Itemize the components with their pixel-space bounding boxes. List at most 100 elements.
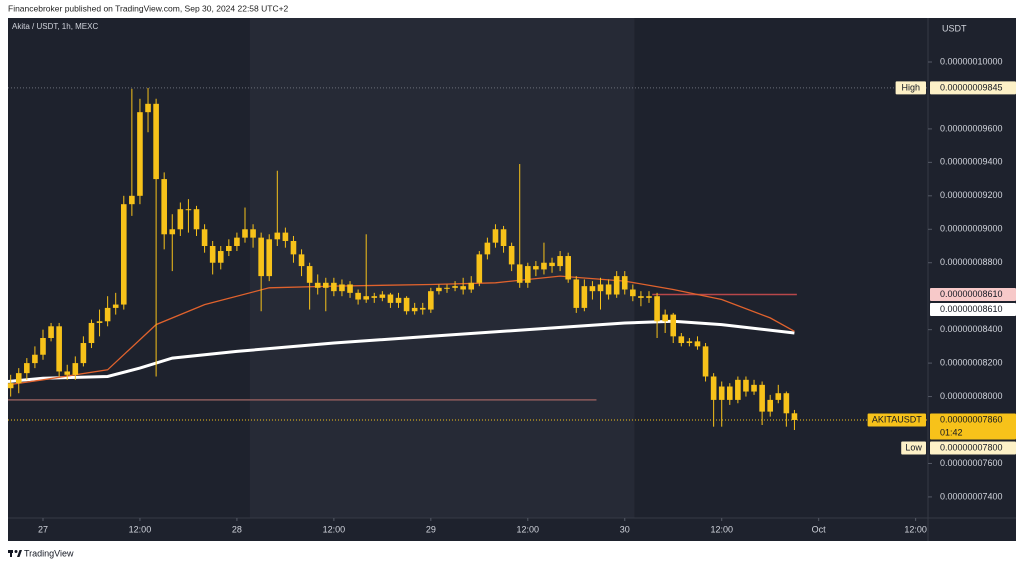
y-tick-label: 0.00000009400: [940, 157, 1003, 167]
candle-body: [177, 209, 184, 230]
candle-body: [387, 294, 394, 303]
candle-body: [226, 246, 232, 252]
candle-body: [783, 393, 790, 414]
candle: [791, 409, 798, 431]
candle-body: [743, 379, 749, 392]
candle: [581, 279, 588, 312]
candle: [508, 242, 515, 272]
candle-body: [72, 363, 79, 375]
candle-body: [767, 399, 773, 412]
candle-body: [193, 209, 200, 230]
y-tick-label: 0.00000009600: [940, 123, 1003, 133]
x-tick-label: 29: [426, 524, 436, 534]
candle: [605, 279, 612, 300]
candle: [355, 289, 361, 305]
candle: [322, 277, 329, 312]
candle-body: [201, 229, 208, 247]
candle-body: [80, 343, 87, 364]
candle-body: [654, 296, 660, 322]
candle-body: [468, 282, 475, 290]
candle: [290, 235, 297, 263]
candle: [387, 292, 394, 308]
candle: [282, 227, 289, 248]
price-tag-box: [930, 413, 1016, 440]
candle: [379, 291, 386, 302]
candle: [56, 322, 62, 377]
candle-body: [411, 307, 418, 312]
candle-body: [379, 294, 386, 298]
y-tick-label: 0.00000008200: [940, 357, 1003, 367]
price-tag-value: 0.00000008610: [940, 289, 1003, 299]
candle: [718, 381, 725, 427]
candle-body: [726, 386, 733, 400]
candle-body: [444, 287, 450, 289]
candle-body: [274, 232, 281, 240]
y-tick-label: 0.00000008000: [940, 391, 1003, 401]
candle-body: [15, 373, 22, 384]
candle: [500, 225, 507, 253]
candle-body: [686, 341, 693, 344]
candle: [759, 381, 765, 425]
x-tick-label: 27: [38, 524, 48, 534]
candle: [48, 322, 54, 342]
candle-body: [266, 239, 273, 277]
candle-body: [185, 209, 192, 211]
candle: [209, 240, 216, 275]
price-tag-box: [930, 441, 1016, 455]
candle-body: [347, 284, 353, 293]
price-tag-box: [930, 81, 1016, 95]
candle: [129, 88, 135, 216]
candle: [258, 232, 264, 312]
candle-body: [589, 286, 596, 292]
candle: [524, 262, 531, 288]
candle-body: [605, 284, 612, 295]
candle-body: [476, 254, 483, 283]
candle: [371, 292, 378, 303]
candle: [112, 292, 119, 315]
y-tick-label: 0.00000009000: [940, 224, 1003, 234]
candle-body: [234, 237, 240, 247]
price-tag-box: [930, 303, 1016, 317]
candle-body: [120, 204, 127, 305]
y-tick-label: 0.00000009200: [940, 190, 1003, 200]
candle: [274, 170, 281, 247]
candle-body: [339, 284, 345, 292]
y-tick-label: 0.00000007400: [940, 491, 1003, 501]
candle-body: [646, 296, 652, 298]
candle: [64, 364, 71, 380]
price-tag-label-box: [901, 441, 926, 455]
candle-body: [153, 103, 159, 180]
candle-body: [242, 229, 248, 238]
candle: [541, 242, 547, 275]
candle-body: [217, 251, 224, 263]
y-tick-label: 0.00000010000: [940, 56, 1003, 66]
price-tag-value: 0.00000007860: [940, 415, 1003, 425]
symbol-title: Akita / USDT, 1h, MEXC: [12, 22, 98, 31]
candle-body: [662, 314, 668, 322]
candle: [266, 234, 273, 282]
candle: [735, 376, 741, 404]
candle-body: [484, 242, 491, 255]
candle-body: [621, 276, 628, 290]
candle: [710, 373, 717, 427]
candle-body: [40, 338, 46, 355]
tv-logo: [8, 550, 22, 557]
candle: [298, 249, 305, 277]
candle: [242, 207, 248, 243]
candle: [476, 251, 483, 287]
candle: [751, 379, 757, 395]
candle: [120, 195, 127, 310]
candle: [395, 292, 402, 308]
candle-body: [613, 276, 620, 295]
candle-body: [735, 379, 741, 400]
candle: [153, 98, 159, 377]
candle-body: [112, 304, 119, 308]
candle-body: [460, 286, 466, 290]
candle-body: [710, 376, 717, 400]
candle-body: [694, 341, 701, 347]
candle-body: [290, 240, 297, 255]
candle-body: [129, 195, 135, 205]
price-tag-label: High: [902, 83, 921, 93]
candle: [104, 296, 111, 327]
